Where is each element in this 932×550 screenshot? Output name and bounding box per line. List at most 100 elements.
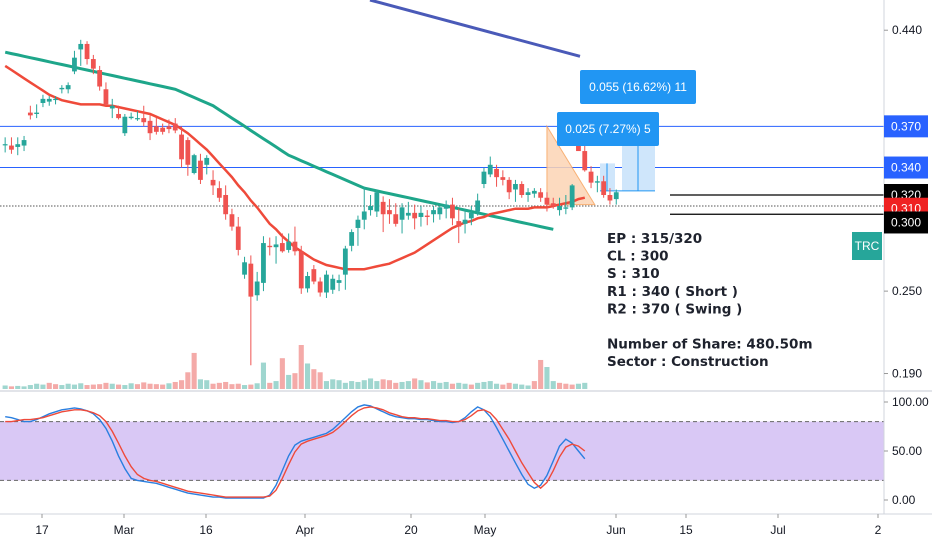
volume-bar <box>78 383 84 389</box>
volume-bar <box>204 380 210 389</box>
price-tag-bg <box>884 211 928 234</box>
stoch-band <box>0 421 884 481</box>
volume-bar <box>179 380 185 389</box>
candle-body <box>147 120 153 134</box>
volume-bar <box>71 384 77 389</box>
symbol-badge-bg <box>852 232 882 260</box>
candle-body <box>475 200 481 212</box>
candle-body <box>424 215 430 217</box>
candle-body <box>128 116 134 119</box>
volume-bar <box>116 384 122 389</box>
volume-bar <box>418 380 424 389</box>
trend-line <box>369 0 581 58</box>
volume-bar <box>399 381 405 389</box>
candle-body <box>405 212 411 216</box>
candle-body <box>59 87 65 90</box>
volume-bar <box>59 385 65 389</box>
candle-body <box>2 144 8 146</box>
candle-body <box>40 98 46 103</box>
candle-body <box>544 197 550 205</box>
candle-body <box>90 59 96 69</box>
volume-bar <box>128 383 134 389</box>
candle-body <box>53 98 58 101</box>
candle-body <box>15 144 21 147</box>
volume-bar <box>191 352 197 389</box>
volume-bar <box>147 383 153 389</box>
volume-bar <box>424 382 430 389</box>
x-tick-label: 17 <box>35 523 49 537</box>
candle-body <box>198 160 203 180</box>
volume-bar <box>317 372 323 389</box>
note-line: Number of Share: 480.50m <box>607 337 813 353</box>
candle-body <box>387 210 392 215</box>
candle-body <box>557 205 562 211</box>
volume-bar <box>443 381 449 389</box>
candle-body <box>317 281 323 293</box>
volume-bar <box>103 382 109 389</box>
price-tag-text: 0.340 <box>891 161 921 175</box>
volume-bar <box>229 384 235 389</box>
volume-bar <box>210 383 216 389</box>
volume-bar <box>500 384 506 389</box>
candle-body <box>443 204 449 209</box>
volume-bar <box>550 381 556 389</box>
volume-bar <box>323 381 329 389</box>
candle-body <box>292 241 298 252</box>
candle-body <box>210 179 216 186</box>
volume-bar <box>437 382 443 389</box>
moving-average-green <box>4 50 554 231</box>
volume-bar <box>141 382 147 389</box>
volume-bar <box>2 385 8 389</box>
candle-body <box>519 184 525 195</box>
y-tick-label: 0.440 <box>892 23 922 37</box>
stoch-tick-label: 50.00 <box>892 444 922 458</box>
candle-body <box>286 241 292 250</box>
note-line: EP : 315/320 <box>607 231 702 247</box>
volume-bar <box>481 381 487 389</box>
candle-body <box>588 171 594 183</box>
volume-bar <box>90 384 96 389</box>
candle-body <box>374 192 380 212</box>
volume-bar <box>27 385 33 389</box>
volume-bar <box>40 384 46 389</box>
candle-body <box>223 195 229 215</box>
annotations: 0.055 (16.62%) 11 0.025 (7.27%) 5 EP : 315… <box>557 70 882 370</box>
candle-body <box>248 263 254 297</box>
candle-body <box>122 116 128 134</box>
note-line: CL : 300 <box>607 249 669 265</box>
stoch-d-line <box>5 406 586 498</box>
volume-bar <box>412 378 418 389</box>
volume-bar <box>134 384 140 389</box>
candle-body <box>191 155 197 174</box>
candle-body <box>594 181 600 183</box>
volume-bar <box>405 381 411 389</box>
measure-label-box <box>580 70 696 104</box>
candle-body <box>361 211 367 220</box>
candle-body <box>273 244 279 248</box>
candle-body <box>160 127 166 132</box>
candle-body <box>21 140 27 146</box>
measure-label-text: 0.025 (7.27%) 5 <box>565 122 651 136</box>
volume-bar <box>279 358 285 389</box>
volume-bar <box>46 382 52 389</box>
price-tag-bg <box>884 115 928 138</box>
candle-body <box>531 190 537 194</box>
candle-body <box>141 118 147 123</box>
volume-bar <box>575 383 581 389</box>
candle-body <box>607 195 613 201</box>
candle-body <box>166 126 172 130</box>
candle-body <box>437 207 443 215</box>
candle-body <box>204 157 210 165</box>
volume-bar <box>185 372 191 389</box>
candle-body <box>513 184 518 190</box>
note-line: Sector : Construction <box>607 354 769 370</box>
x-tick-label: Jun <box>606 523 625 537</box>
candle-body <box>103 89 109 105</box>
candle-body <box>538 192 544 198</box>
candle-body <box>72 57 77 72</box>
volume-bar <box>84 385 90 389</box>
candle-body <box>254 281 260 296</box>
candle-body <box>298 251 304 289</box>
candle-body <box>450 204 455 219</box>
candle-body <box>330 278 336 290</box>
